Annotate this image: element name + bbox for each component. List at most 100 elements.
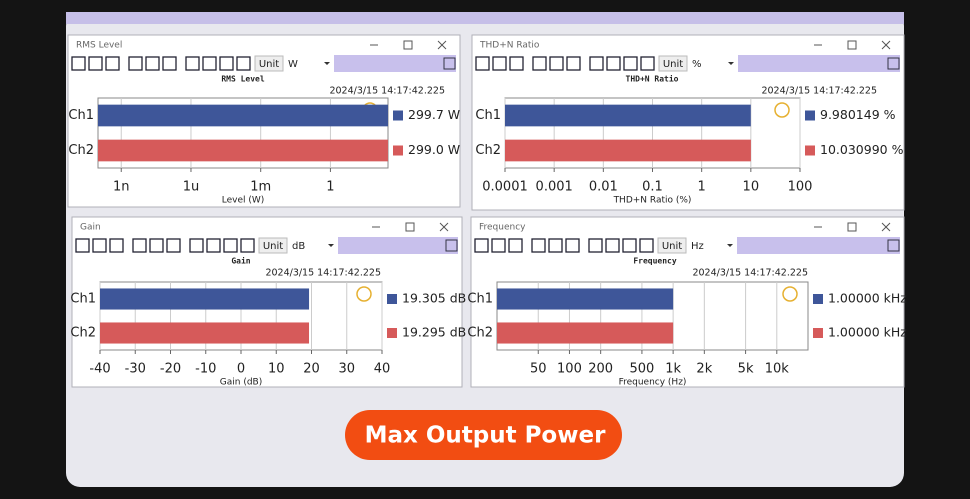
unit-select[interactable]	[687, 238, 735, 253]
category-label: Ch2	[68, 143, 94, 158]
chart-title: THD+N Ratio	[626, 74, 679, 84]
toolbar-button[interactable]	[622, 238, 637, 253]
close-button[interactable]	[439, 222, 449, 232]
toolbar-button[interactable]	[565, 238, 580, 253]
x-tick-label: 1m	[250, 180, 271, 195]
toolbar-button[interactable]	[509, 56, 524, 71]
bar	[497, 322, 674, 344]
toolbar-button[interactable]	[75, 238, 90, 253]
toolbar-button[interactable]	[128, 56, 143, 71]
toolbar-button[interactable]	[491, 238, 506, 253]
logo	[774, 102, 790, 118]
toolbar-button[interactable]	[88, 56, 103, 71]
close-button[interactable]	[881, 222, 891, 232]
toolbar-button[interactable]	[623, 56, 638, 71]
x-tick-label: 10	[268, 362, 285, 377]
x-tick-label: 10	[743, 180, 760, 195]
x-tick-label: 0	[237, 362, 245, 377]
toolbar-button[interactable]	[443, 57, 456, 70]
unit-button-label: Unit	[263, 241, 283, 252]
dropdown-arrow	[727, 244, 733, 247]
toolbar-button[interactable]	[71, 56, 86, 71]
toolbar-button[interactable]	[202, 56, 217, 71]
value-label: 10.030990 %	[820, 142, 904, 157]
timestamp: 2024/3/15 14:17:42.225	[692, 268, 808, 279]
category-label: Ch1	[68, 108, 94, 123]
maximize-button[interactable]	[847, 222, 857, 232]
toolbar-button[interactable]	[887, 57, 900, 70]
toolbar-button[interactable]	[588, 238, 603, 253]
toolbar-button[interactable]	[185, 56, 200, 71]
value-label: 299.0 W	[408, 142, 460, 157]
toolbar-strip	[737, 237, 900, 254]
maximize-button[interactable]	[847, 40, 857, 50]
x-tick-label: 100	[557, 362, 582, 377]
toolbar-button[interactable]	[445, 239, 458, 252]
toolbar-button[interactable]	[475, 56, 490, 71]
toolbar-strip	[338, 237, 458, 254]
toolbar-button[interactable]	[132, 238, 147, 253]
value-label: 1.00000 kHz	[828, 291, 907, 306]
toolbar-button[interactable]	[508, 238, 523, 253]
toolbar-button[interactable]	[887, 239, 900, 252]
toolbar-button[interactable]	[219, 56, 234, 71]
toolbar-button[interactable]	[548, 238, 563, 253]
toolbar-button[interactable]	[532, 56, 547, 71]
x-tick-label: 500	[630, 362, 655, 377]
unit-button[interactable]	[254, 55, 284, 72]
x-tick-label: -30	[125, 362, 146, 377]
maximize-button[interactable]	[405, 222, 415, 232]
unit-button-label: Unit	[663, 59, 683, 70]
toolbar-button[interactable]	[566, 56, 581, 71]
toolbar-button[interactable]	[474, 238, 489, 253]
toolbar-button[interactable]	[206, 238, 221, 253]
unit-button[interactable]	[658, 55, 688, 72]
x-tick-label: -10	[195, 362, 216, 377]
x-axis-label: Frequency (Hz)	[619, 378, 687, 388]
x-tick-label: 0.0001	[482, 180, 528, 195]
toolbar-button[interactable]	[149, 238, 164, 253]
timestamp: 2024/3/15 14:17:42.225	[761, 86, 877, 97]
toolbar-strip	[334, 55, 456, 72]
toolbar-button[interactable]	[189, 238, 204, 253]
window-title: Gain	[80, 223, 101, 233]
toolbar-button[interactable]	[531, 238, 546, 253]
unit-select[interactable]	[284, 56, 332, 71]
toolbar-button[interactable]	[145, 56, 160, 71]
toolbar-button[interactable]	[589, 56, 604, 71]
toolbar-button[interactable]	[92, 238, 107, 253]
legend-swatch	[813, 328, 823, 338]
close-button[interactable]	[437, 40, 447, 50]
toolbar-button[interactable]	[166, 238, 181, 253]
toolbar-button[interactable]	[162, 56, 177, 71]
timestamp: 2024/3/15 14:17:42.225	[265, 268, 381, 279]
unit-select[interactable]	[288, 238, 336, 253]
unit-button[interactable]	[258, 237, 288, 254]
x-tick-label: 40	[374, 362, 391, 377]
toolbar-button[interactable]	[105, 56, 120, 71]
toolbar-button[interactable]	[236, 56, 251, 71]
toolbar-button[interactable]	[606, 56, 621, 71]
toolbar-button[interactable]	[639, 238, 654, 253]
chart-title: Gain	[231, 256, 250, 266]
dropdown-arrow	[328, 244, 334, 247]
category-label: Ch2	[467, 326, 493, 341]
legend-swatch	[813, 294, 823, 304]
toolbar-button[interactable]	[640, 56, 655, 71]
x-axis-label: Level (W)	[222, 196, 265, 206]
value-label: 299.7 W	[408, 107, 460, 122]
toolbar-button[interactable]	[240, 238, 255, 253]
toolbar-button[interactable]	[492, 56, 507, 71]
toolbar-button[interactable]	[549, 56, 564, 71]
toolbar-button[interactable]	[109, 238, 124, 253]
x-tick-label: 1	[698, 180, 706, 195]
maximize-button[interactable]	[403, 40, 413, 50]
bar	[497, 288, 674, 310]
unit-select[interactable]	[688, 56, 736, 71]
unit-button[interactable]	[657, 237, 687, 254]
dropdown-arrow	[728, 62, 734, 65]
toolbar-button[interactable]	[605, 238, 620, 253]
toolbar-button[interactable]	[223, 238, 238, 253]
close-button[interactable]	[881, 40, 891, 50]
